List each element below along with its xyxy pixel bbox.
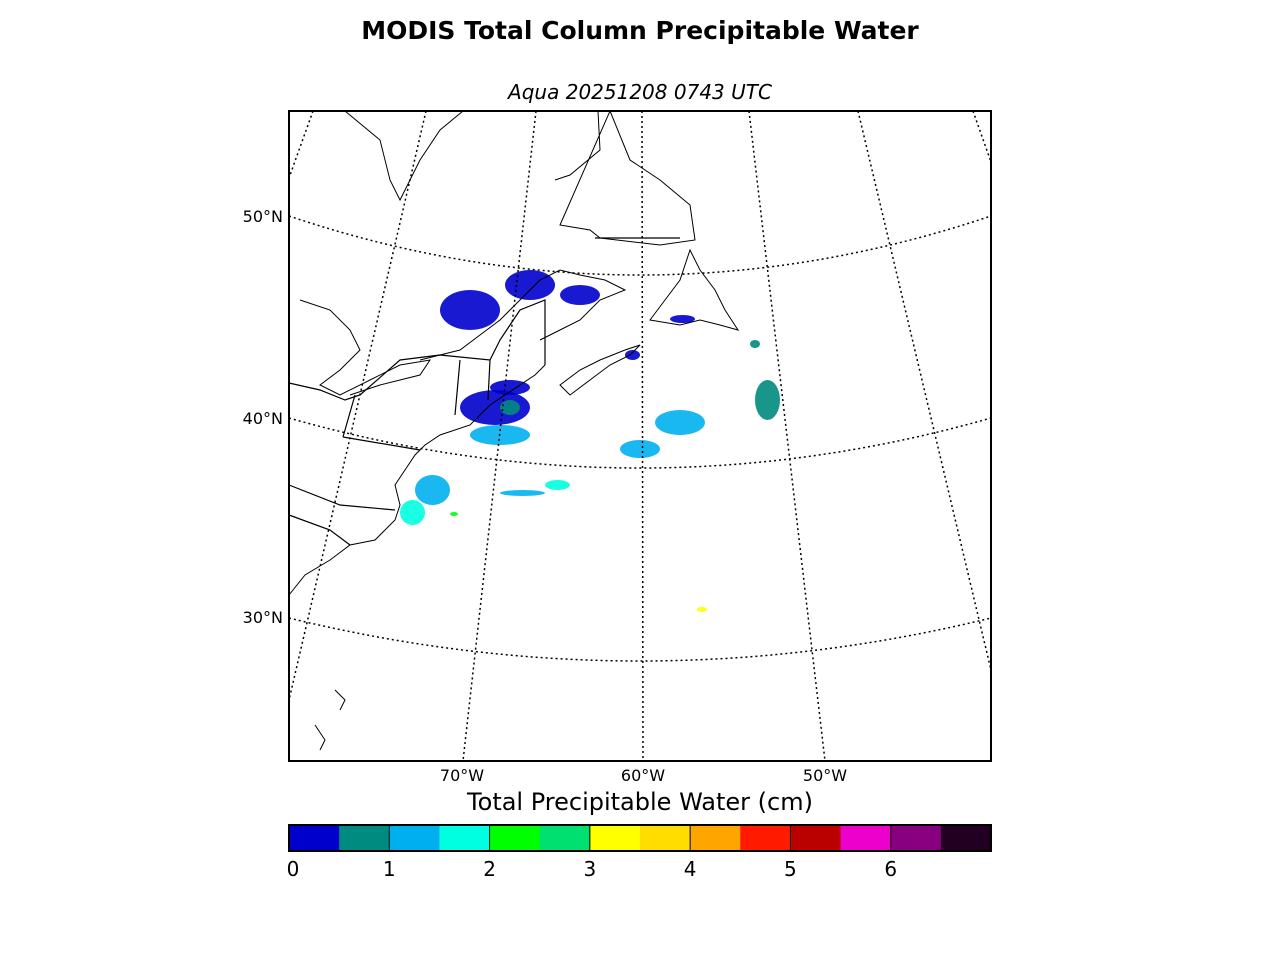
precip-field <box>400 270 780 612</box>
us-canada-border <box>288 299 546 401</box>
meridian-60w <box>641 110 644 762</box>
precip-patch <box>440 290 500 330</box>
precip-patch <box>460 390 530 425</box>
colorbar-swatch <box>640 825 691 851</box>
newfoundland <box>649 248 740 331</box>
state-borders <box>288 359 491 546</box>
colorbar-swatch <box>489 825 541 851</box>
graticule <box>288 110 992 762</box>
meridian-80w <box>288 110 427 701</box>
meridian-30w <box>972 110 992 163</box>
precip-patch <box>560 285 600 305</box>
lat-label-30n: 30°N <box>242 608 283 627</box>
precip-patch <box>545 480 570 490</box>
precip-patch <box>505 270 555 300</box>
precip-patch <box>625 350 640 360</box>
precip-patch <box>755 380 780 420</box>
us-east-coast <box>288 364 546 596</box>
nova-scotia <box>559 344 641 396</box>
labrador <box>554 109 696 246</box>
precip-patch <box>697 607 707 612</box>
precip-patch <box>500 490 545 496</box>
meridian-90w <box>288 110 314 179</box>
coastlines <box>288 109 740 751</box>
precip-patch <box>750 340 760 348</box>
colorbar-tick-label: 0 <box>286 857 300 881</box>
colorbar-swatch <box>940 825 992 851</box>
lat-label-40n: 40°N <box>242 409 283 428</box>
colorbar <box>288 824 992 852</box>
colorbar-swatch <box>339 825 390 851</box>
lon-label-70w: 70°W <box>439 766 485 785</box>
colorbar-swatch <box>890 825 942 851</box>
great-lakes <box>299 299 432 396</box>
colorbar-tick-label: 4 <box>683 857 697 881</box>
meridian-40w <box>857 110 992 671</box>
borders <box>288 237 680 546</box>
figure-subtitle: Aqua 20251208 0743 UTC <box>508 80 772 104</box>
colorbar-tick-label: 5 <box>784 857 797 881</box>
lat-label-50n: 50°N <box>242 207 283 226</box>
figure-title: MODIS Total Column Precipitable Water <box>361 16 919 45</box>
precip-patch <box>490 380 530 395</box>
colorbar-swatch <box>740 825 791 851</box>
precip-patch <box>655 410 705 435</box>
colorbar-swatch <box>289 825 340 851</box>
colorbar-label: Total Precipitable Water (cm) <box>467 788 813 816</box>
colorbar-tick-label: 1 <box>382 857 396 881</box>
parallel-30n <box>288 617 992 662</box>
bahamas <box>314 689 346 751</box>
colorbar-swatch <box>790 825 842 851</box>
precip-patch <box>400 500 425 525</box>
precip-patch <box>415 475 450 505</box>
meridian-50w <box>748 110 826 762</box>
lon-label-50w: 50°W <box>802 766 848 785</box>
precip-patch <box>500 400 520 415</box>
colorbar-swatch <box>389 825 440 851</box>
canada-coast <box>419 269 627 361</box>
lon-label-60w: 60°W <box>620 766 666 785</box>
colorbar-swatch <box>690 825 741 851</box>
hudson-bay-coast <box>344 110 464 202</box>
parallel-50n <box>288 215 992 276</box>
colorbar-swatch <box>840 825 892 851</box>
colorbar-swatch <box>439 825 491 851</box>
precip-patch <box>450 512 458 516</box>
colorbar-tick-label: 3 <box>583 857 597 881</box>
colorbar-tick-label: 6 <box>884 857 898 881</box>
meridian-70w <box>462 110 537 762</box>
colorbar-swatch <box>589 825 641 851</box>
colorbar-swatch <box>539 825 591 851</box>
map-frame <box>288 110 992 762</box>
precip-patch <box>670 315 695 323</box>
parallel-40n <box>288 417 992 469</box>
precip-patch <box>620 440 660 458</box>
colorbar-tick-label: 2 <box>483 857 496 881</box>
